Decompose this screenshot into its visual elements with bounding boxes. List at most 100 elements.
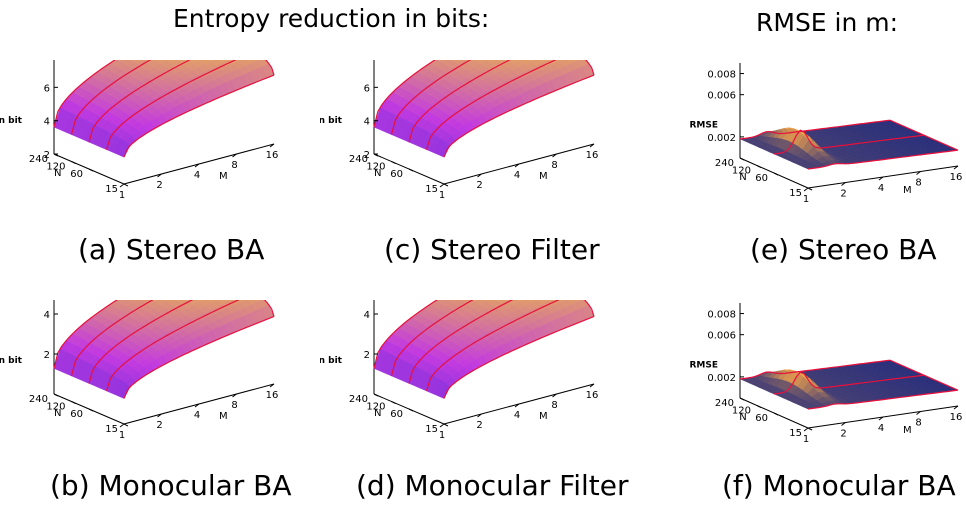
n-tick-label: 15 <box>789 188 802 199</box>
surface <box>54 60 274 157</box>
n-tick <box>124 184 128 186</box>
z-tick-label: 8 <box>364 60 370 61</box>
n-tick-label: 60 <box>755 413 768 424</box>
m-tick-label: 1 <box>119 430 125 441</box>
m-tick-label: 16 <box>950 172 963 183</box>
caption-f: (f) Monocular BA <box>722 472 956 500</box>
m-tick <box>804 188 808 191</box>
m-axis-label: M <box>539 171 548 182</box>
z-tick-label: 8 <box>44 60 50 61</box>
z-tick-label: 2 <box>44 350 50 361</box>
z-axis-label: E in bit <box>0 116 23 126</box>
z-tick-label: 0.008 <box>707 310 736 321</box>
m-tick-label: 16 <box>950 412 963 423</box>
m-tick-label: 8 <box>231 400 237 411</box>
z-axis-label: E in bit <box>0 356 23 366</box>
n-axis-label: N <box>54 168 61 179</box>
z-tick-label: 2 <box>364 350 370 361</box>
n-tick-label: 240 <box>349 394 368 405</box>
z-tick-label: 0.002 <box>707 373 736 384</box>
z-tick-label: 4 <box>364 310 370 321</box>
m-tick <box>440 184 444 187</box>
m-tick-label: 8 <box>915 178 921 189</box>
z-tick-labels: 2 4 6 8 <box>364 60 378 161</box>
m-axis-label: M <box>903 425 912 436</box>
z-tick-labels: 24 <box>44 310 58 361</box>
m-axis-label: M <box>219 171 228 182</box>
z-tick-labels: 24 <box>364 310 378 361</box>
z-tick-label: 2 <box>364 150 370 161</box>
n-tick-label: 15 <box>425 184 438 195</box>
surface <box>374 60 594 157</box>
n-tick <box>444 424 448 426</box>
m-tick-label: 2 <box>156 180 162 191</box>
m-tick <box>120 424 124 427</box>
m-tick <box>440 424 444 427</box>
m-axis-label: M <box>903 185 912 196</box>
m-tick-label: 4 <box>878 183 884 194</box>
m-axis-label: M <box>539 411 548 422</box>
m-tick-label: 4 <box>878 423 884 434</box>
n-tick <box>808 428 812 430</box>
n-tick-label: 60 <box>390 409 403 420</box>
m-tick-label: 16 <box>586 390 599 401</box>
n-tick <box>444 184 448 186</box>
m-tick-label: 1 <box>803 194 809 205</box>
m-tick-label: 1 <box>439 430 445 441</box>
entropy-heading: Entropy reduction in bits: <box>173 6 489 31</box>
m-tick <box>120 184 124 187</box>
m-axis-label: M <box>219 411 228 422</box>
m-tick-label: 2 <box>840 429 846 440</box>
n-tick-label: 240 <box>29 394 48 405</box>
m-tick-label: 16 <box>586 150 599 161</box>
z-axis-label: E in bit <box>320 116 343 126</box>
n-tick <box>808 188 812 190</box>
z-tick-label: 4 <box>44 117 50 128</box>
n-axis-label: N <box>374 168 381 179</box>
n-axis-label: N <box>739 412 746 423</box>
m-tick-label: 2 <box>840 189 846 200</box>
n-axis-label: N <box>54 408 61 419</box>
n-tick-label: 15 <box>105 184 118 195</box>
m-tick-label: 16 <box>266 390 279 401</box>
n-tick <box>124 424 128 426</box>
m-tick-label: 4 <box>514 170 520 181</box>
n-axis-label: N <box>739 172 746 183</box>
caption-c: (c) Stereo Filter <box>384 236 600 264</box>
m-tick-label: 4 <box>514 410 520 421</box>
n-tick-label: 15 <box>425 424 438 435</box>
caption-d: (d) Monocular Filter <box>356 472 629 500</box>
n-axis-label: N <box>374 408 381 419</box>
m-tick-label: 8 <box>231 160 237 171</box>
n-tick-label: 60 <box>755 173 768 184</box>
z-tick-label: 6 <box>44 83 50 94</box>
m-tick <box>804 428 808 431</box>
z-tick-label: 4 <box>44 310 50 321</box>
z-tick-label: 6 <box>364 83 370 94</box>
m-tick-label: 8 <box>551 400 557 411</box>
n-tick-label: 60 <box>70 409 83 420</box>
n-tick-label: 15 <box>105 424 118 435</box>
z-tick-label: 2 <box>44 150 50 161</box>
n-tick-label: 240 <box>715 158 734 169</box>
caption-e: (e) Stereo BA <box>750 236 936 264</box>
m-tick-label: 4 <box>194 170 200 181</box>
z-tick-label: 0.002 <box>707 133 736 144</box>
caption-a: (a) Stereo BA <box>78 236 264 264</box>
n-tick-label: 60 <box>70 169 83 180</box>
z-axis-label: RMSE <box>689 361 718 371</box>
rmse-heading: RMSE in m: <box>756 10 898 35</box>
m-tick-label: 16 <box>266 150 279 161</box>
z-tick-label: 4 <box>364 117 370 128</box>
z-axis-label: E in bit <box>320 356 343 366</box>
m-tick-label: 1 <box>439 190 445 201</box>
n-tick-label: 240 <box>715 398 734 409</box>
m-tick-label: 8 <box>915 418 921 429</box>
